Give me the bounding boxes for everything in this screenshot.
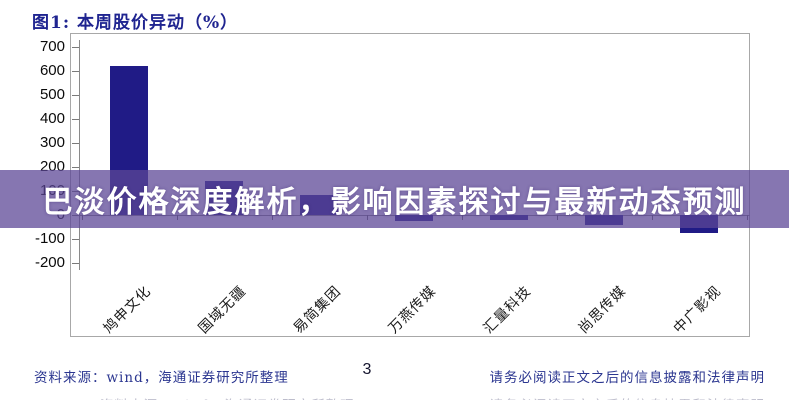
y-axis-line [79,40,80,270]
y-axis-tick-mark [72,95,79,96]
y-axis-tick-mark [72,71,79,72]
chart-title: 图1: 本周股价异动（%） [32,13,239,33]
footer-source-note: 资料来源：wind，海通证券研究所整理 [34,370,289,386]
y-axis-tick-label: 700 [39,38,65,55]
y-axis-tick-mark [72,119,79,120]
y-axis-tick-label: 600 [39,62,65,79]
y-axis-tick-mark [72,239,79,240]
y-axis-tick-mark [72,143,79,144]
y-axis-tick-label: 400 [39,110,65,127]
overlay-banner: 巴淡价格深度解析，影响因素探讨与最新动态预测 [0,170,789,228]
y-axis-tick-label: 300 [39,134,65,151]
footer-disclaimer: 请务必阅读正文之后的信息披露和法律声明 [489,370,765,386]
y-axis-tick-mark [72,263,79,264]
overlay-banner-text: 巴淡价格深度解析，影响因素探讨与最新动态预测 [42,186,747,219]
y-axis-tick-label: 500 [39,86,65,103]
y-axis-tick-label: -100 [34,230,65,247]
page-number: 3 [362,361,372,378]
y-axis-tick-mark [72,47,79,48]
cropped-next-line: 资料来源：wind，海通证券研究所整理 请务必阅读正文之后的信息披露和法律声明 [0,394,789,400]
cropped-text-right: 请务必阅读正文之后的信息披露和法律声明 [490,394,766,400]
cropped-text-left: 资料来源：wind，海通证券研究所整理 [100,394,355,400]
y-axis-tick-label: -200 [34,254,65,271]
y-axis-tick-mark [72,167,79,168]
